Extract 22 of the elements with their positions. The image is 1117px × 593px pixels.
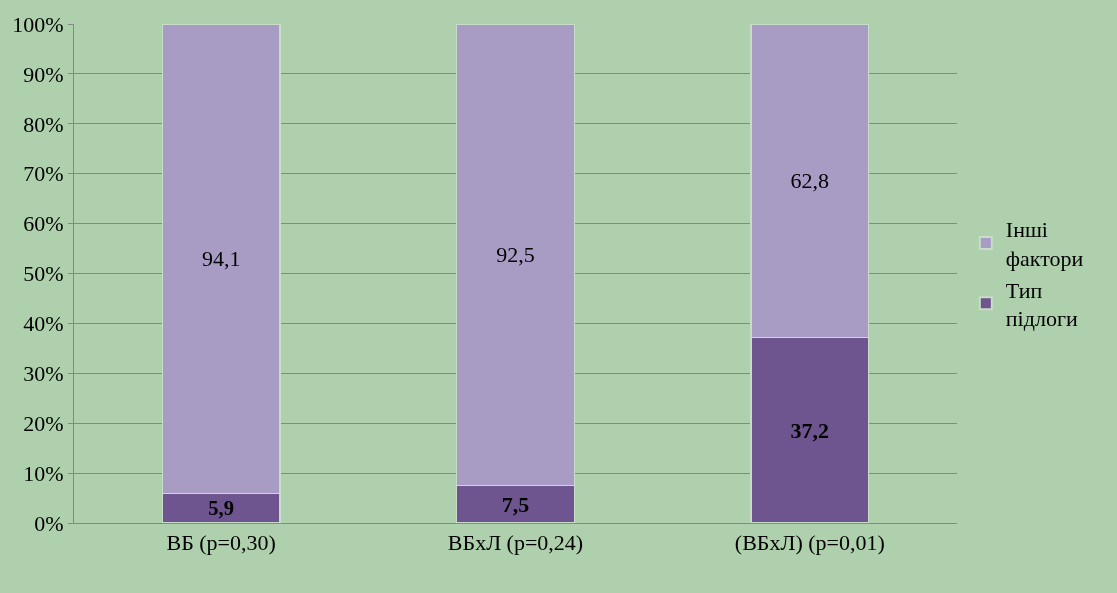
data-label: 37,2 [790,417,830,443]
data-label: 94,1 [201,246,241,272]
data-label: 7,5 [501,491,530,517]
x-tick-label: ВБ (p=0,30) [166,530,276,556]
y-tick-label: 10% [23,460,64,486]
x-tick-label: (ВБхЛ) (p=0,01) [734,530,885,556]
data-label: 5,9 [208,497,235,520]
y-tick-label: 40% [23,311,64,337]
data-label: 92,5 [496,242,535,268]
y-tick-label: 70% [23,161,64,187]
data-label: 62,8 [790,168,830,194]
x-tick-label: ВБхЛ (p=0,24) [447,530,584,556]
y-tick-label: 50% [23,261,64,287]
y-tick-label: 100% [12,11,64,37]
y-tick-label: 80% [23,111,64,137]
y-tick-label: 20% [23,410,64,436]
legend-label: Тип підлоги [1005,277,1078,332]
y-tick-label: 90% [23,61,64,87]
y-tick-label: 30% [23,361,64,386]
y-tick-label: 60% [23,211,64,237]
y-tick-label: 0% [34,510,64,536]
legend-label: Інші фактори [1005,217,1084,271]
